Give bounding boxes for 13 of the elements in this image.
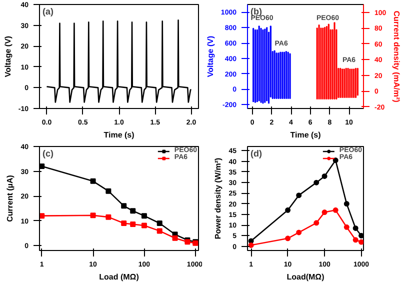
x-axis-title: Load(MΩ) bbox=[286, 272, 325, 282]
y-axis-title: Current (µA) bbox=[6, 174, 15, 222]
y-axis-title: Voltage (V) bbox=[206, 36, 215, 78]
chart-title: (d) bbox=[250, 148, 262, 158]
y2-axis-title: Current density (mA/m²) bbox=[392, 10, 402, 103]
chart-title: (a) bbox=[42, 6, 54, 16]
chart-title: (b) bbox=[250, 6, 262, 16]
x-axis-title: Time (s) bbox=[104, 130, 135, 140]
y-axis-title: Voltage (V) bbox=[3, 36, 12, 78]
y-axis-title: Power density (W/m²) bbox=[214, 157, 223, 240]
x-axis-title: Load (MΩ) bbox=[99, 272, 140, 282]
x-axis-title: Time (s) bbox=[290, 130, 322, 140]
chart-title: (c) bbox=[42, 148, 54, 158]
